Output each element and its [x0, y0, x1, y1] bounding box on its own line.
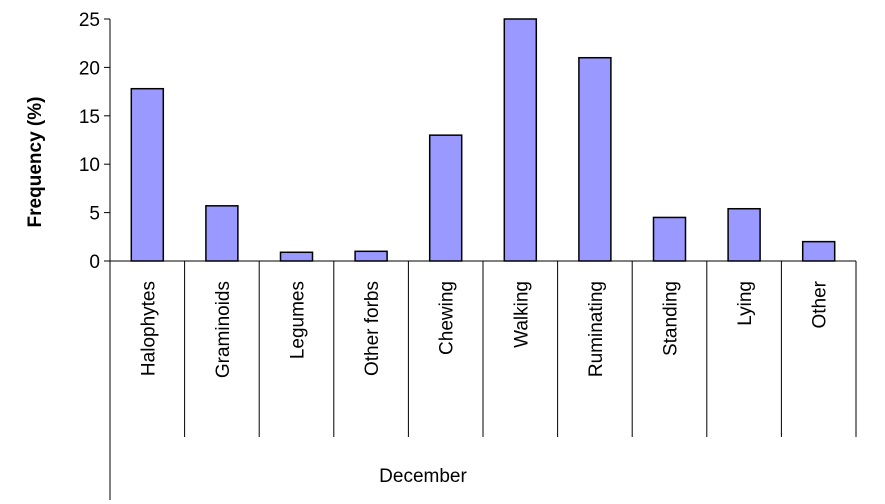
x-tick-label: Legumes: [288, 281, 309, 359]
y-axis: 0 5 10 15 20 25: [79, 10, 111, 500]
bar-other-forbs: [354, 250, 388, 262]
y-tick-label: 0: [89, 252, 100, 273]
x-tick-label: Walking: [511, 281, 532, 348]
x-tick-label: Standing: [661, 281, 682, 356]
bar-other: [801, 240, 836, 262]
x-tick-label: Halophytes: [138, 281, 159, 376]
x-tick-label: Graminoids: [213, 281, 234, 378]
bar-halophytes: [130, 87, 165, 262]
y-axis-title: Frequency (%): [25, 97, 46, 228]
y-tick-label: 10: [79, 155, 100, 176]
x-group-label: December: [379, 466, 467, 487]
x-tick-label: Other forbs: [362, 281, 383, 376]
bar-lying: [727, 207, 761, 262]
x-tick-label: Ruminating: [586, 281, 607, 377]
y-tick-label: 5: [89, 204, 100, 225]
y-tick-label: 20: [79, 58, 100, 79]
bars-group: [130, 18, 836, 262]
y-tick-label: 15: [79, 107, 100, 128]
x-tick-label: Chewing: [437, 281, 458, 355]
bar-walking: [503, 18, 538, 262]
bar-standing: [652, 216, 687, 262]
bar-chewing: [428, 134, 463, 262]
bar-graminoids: [205, 205, 239, 262]
bar-legumes: [279, 251, 314, 262]
y-tick-label: 25: [79, 10, 100, 31]
x-tick-label: Lying: [735, 281, 756, 326]
bar-ruminating: [578, 56, 612, 262]
x-axis: Halophytes Graminoids Legumes Other forbs Ch…: [110, 260, 857, 437]
x-tick-label: Other: [810, 280, 831, 328]
